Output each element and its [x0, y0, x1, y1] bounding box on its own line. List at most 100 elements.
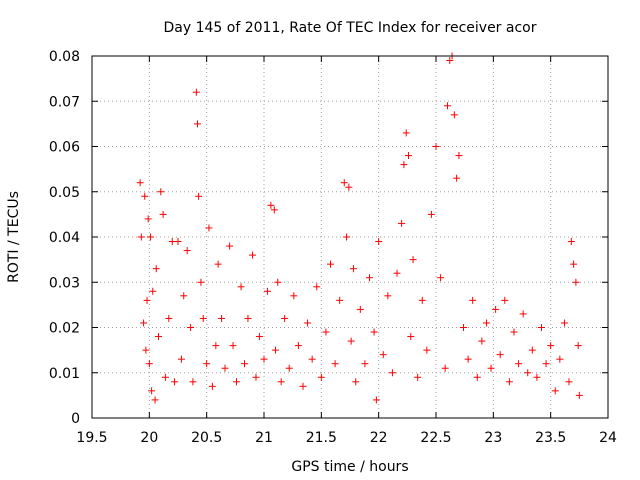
data-point [294, 342, 302, 350]
data-point [496, 351, 504, 359]
data-point [174, 238, 182, 246]
data-point [149, 287, 157, 295]
data-point [528, 346, 536, 354]
data-point [361, 360, 369, 368]
data-point [469, 296, 477, 304]
data-point [229, 342, 237, 350]
data-point [187, 324, 195, 331]
data-point [212, 342, 220, 350]
data-point [574, 342, 582, 350]
data-point [372, 396, 380, 404]
data-point [501, 296, 509, 304]
data-point [560, 319, 568, 327]
data-point [404, 152, 412, 160]
data-point [141, 192, 149, 200]
data-point [263, 287, 271, 295]
data-point [270, 206, 278, 214]
data-point [277, 378, 285, 386]
y-tick-label: 0 [71, 411, 80, 427]
data-point [180, 292, 188, 300]
data-points [136, 52, 583, 404]
data-point [195, 192, 203, 200]
data-point [214, 260, 222, 268]
data-point [161, 373, 169, 381]
data-point [281, 314, 289, 322]
data-point [331, 360, 339, 368]
data-point [441, 364, 449, 372]
data-point [347, 337, 355, 345]
data-point [455, 152, 463, 160]
x-tick-label: 22.5 [420, 430, 451, 446]
data-point [450, 111, 458, 119]
data-point [313, 283, 321, 291]
data-point [271, 346, 279, 354]
data-point [290, 292, 298, 300]
data-point [423, 346, 431, 354]
y-tick-label: 0.07 [49, 94, 80, 110]
x-tick-label: 20 [140, 430, 158, 446]
data-point [384, 292, 392, 300]
data-point [492, 305, 500, 313]
data-point [478, 337, 486, 345]
data-point [146, 233, 154, 241]
y-axis-tick-labels: 0 0.01 0.02 0.03 0.04 0.05 0.06 0.07 0.08 [49, 49, 80, 427]
x-tick-label: 20.5 [191, 430, 222, 446]
data-point [365, 274, 373, 282]
data-point [505, 378, 513, 386]
data-point [327, 260, 335, 268]
data-point [533, 373, 541, 381]
x-tick-label: 23.5 [535, 430, 566, 446]
data-point [199, 314, 207, 322]
data-point [143, 296, 151, 304]
data-point [515, 360, 523, 368]
data-point [443, 102, 451, 110]
data-point [460, 324, 468, 331]
data-point [159, 210, 167, 218]
data-point [274, 278, 282, 286]
x-axis-tick-labels: 19.5 20 20.5 21 21.5 22 22.5 23 23.5 24 [76, 430, 617, 446]
data-point [510, 328, 518, 336]
data-point [322, 328, 330, 336]
data-point [237, 283, 245, 291]
y-tick-label: 0.06 [49, 140, 80, 156]
data-point [343, 233, 351, 241]
data-point [393, 269, 401, 277]
data-point [473, 373, 481, 381]
data-point [304, 319, 312, 327]
data-point [145, 360, 153, 368]
data-point [205, 224, 213, 232]
data-point [148, 387, 156, 395]
data-point [402, 129, 410, 137]
y-tick-label: 0.03 [49, 275, 80, 291]
data-point [482, 319, 490, 327]
data-point [572, 278, 580, 286]
data-point [464, 355, 472, 363]
data-point [197, 278, 205, 286]
data-point [152, 265, 160, 273]
data-point [567, 238, 575, 246]
y-tick-label: 0.01 [49, 366, 80, 382]
data-point [537, 324, 545, 331]
data-point [165, 314, 173, 322]
x-tick-label: 22 [370, 430, 388, 446]
data-point [137, 233, 145, 241]
data-point [400, 161, 408, 169]
data-point [155, 333, 163, 341]
data-point [183, 247, 191, 255]
data-point [352, 378, 360, 386]
data-point [551, 387, 559, 395]
data-point [252, 373, 260, 381]
data-point [260, 355, 268, 363]
data-point [565, 378, 573, 386]
data-point [446, 57, 454, 65]
y-tick-label: 0.04 [49, 230, 80, 246]
data-point [226, 242, 234, 250]
x-tick-label: 21.5 [306, 430, 337, 446]
data-point [519, 310, 527, 318]
data-point [570, 260, 578, 268]
y-tick-label: 0.05 [49, 185, 80, 201]
data-point [524, 369, 532, 377]
data-point [151, 396, 159, 404]
data-point [142, 346, 150, 354]
